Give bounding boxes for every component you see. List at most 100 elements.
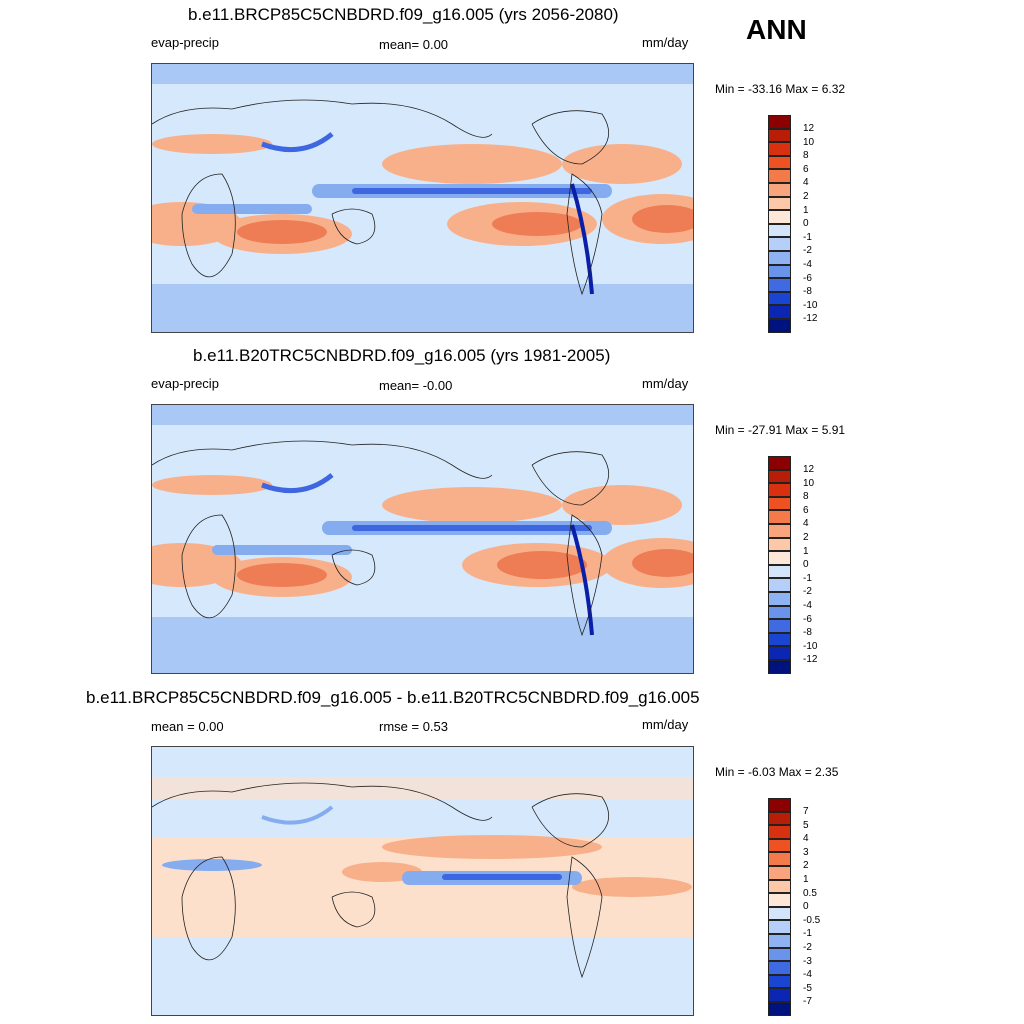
- colorbar-tick-label: -12: [803, 313, 818, 324]
- colorbar-tick-label: -8: [803, 627, 812, 638]
- colorbar-cell: [768, 551, 791, 565]
- colorbar-cell: [768, 291, 791, 306]
- panel-2-variable-label: evap-precip: [151, 376, 219, 391]
- colorbar-cell: [768, 564, 791, 579]
- colorbar-tick-label: 2: [803, 191, 809, 202]
- colorbar-cell: [768, 920, 791, 934]
- colorbar-tick-label: -6: [803, 273, 812, 284]
- colorbar-tick-label: -1: [803, 928, 812, 939]
- panel-3-colorbar: [768, 798, 791, 1016]
- colorbar-cell: [768, 115, 791, 129]
- panel-1-units-label: mm/day: [642, 35, 689, 50]
- colorbar-cell: [768, 879, 791, 894]
- panel-2-mean-label: mean= -0.00: [379, 378, 453, 393]
- colorbar-cell: [768, 893, 791, 907]
- colorbar-tick-label: 8: [803, 150, 809, 161]
- colorbar-cell: [768, 483, 791, 497]
- colorbar-cell: [768, 318, 791, 333]
- colorbar-cell: [768, 169, 791, 183]
- colorbar-tick-label: -4: [803, 600, 812, 611]
- colorbar-cell: [768, 1001, 791, 1016]
- colorbar-tick-label: 12: [803, 464, 815, 475]
- colorbar-cell: [768, 250, 791, 265]
- colorbar-cell: [768, 305, 791, 319]
- colorbar-tick-label: 2: [803, 532, 809, 543]
- colorbar-cell: [768, 496, 791, 511]
- colorbar-tick-label: -6: [803, 614, 812, 625]
- panel-2-map: [151, 404, 694, 674]
- panel-2-map-field: [152, 405, 693, 673]
- colorbar-cell: [768, 264, 791, 279]
- colorbar-cell: [768, 852, 791, 866]
- colorbar-tick-label: 6: [803, 164, 809, 175]
- colorbar-tick-label: 4: [803, 177, 809, 188]
- panel-3-units-label: mm/day: [642, 717, 689, 732]
- colorbar-cell: [768, 811, 791, 826]
- colorbar-cell: [768, 223, 791, 238]
- colorbar-cell: [768, 988, 791, 1002]
- colorbar-cell: [768, 210, 791, 224]
- season-label: ANN: [746, 14, 807, 45]
- colorbar-tick-label: -7: [803, 996, 812, 1007]
- colorbar-cell: [768, 155, 791, 170]
- colorbar-cell: [768, 142, 791, 156]
- colorbar-cell: [768, 456, 791, 470]
- colorbar-tick-label: 10: [803, 478, 815, 489]
- colorbar-cell: [768, 605, 791, 620]
- colorbar-tick-label: -0.5: [803, 915, 821, 926]
- colorbar-cell: [768, 961, 791, 975]
- colorbar-cell: [768, 798, 791, 812]
- colorbar-tick-label: 1: [803, 546, 809, 557]
- colorbar-tick-label: 3: [803, 847, 809, 858]
- colorbar-tick-label: 6: [803, 505, 809, 516]
- colorbar-cell: [768, 128, 791, 143]
- panel-1-title: b.e11.BRCP85C5CNBDRD.f09_g16.005 (yrs 20…: [188, 5, 619, 24]
- colorbar-tick-label: 5: [803, 820, 809, 831]
- panel-1-colorbar: [768, 115, 791, 333]
- colorbar-tick-label: -3: [803, 956, 812, 967]
- colorbar-cell: [768, 537, 791, 552]
- colorbar-cell: [768, 237, 791, 251]
- panel-3-rmse-label: rmse = 0.53: [379, 719, 449, 734]
- colorbar-tick-label: -10: [803, 300, 818, 311]
- colorbar-tick-label: 8: [803, 491, 809, 502]
- colorbar-cell: [768, 578, 791, 592]
- panel-3-minmax: Min = -6.03 Max = 2.35: [715, 765, 839, 779]
- colorbar-tick-label: -4: [803, 969, 812, 980]
- colorbar-tick-label: 7: [803, 806, 809, 817]
- colorbar-cell: [768, 510, 791, 524]
- colorbar-tick-label: -4: [803, 259, 812, 270]
- panel-1-mean-label: mean= 0.00: [379, 37, 449, 52]
- colorbar-tick-label: -1: [803, 232, 812, 243]
- colorbar-cell: [768, 838, 791, 853]
- colorbar-cell: [768, 659, 791, 674]
- colorbar-cell: [768, 619, 791, 633]
- panel-2-title: b.e11.B20TRC5CNBDRD.f09_g16.005 (yrs 198…: [193, 346, 611, 365]
- colorbar-tick-label: 4: [803, 518, 809, 529]
- colorbar-tick-label: 1: [803, 205, 809, 216]
- colorbar-cell: [768, 825, 791, 839]
- panel-2-colorbar: [768, 456, 791, 674]
- colorbar-cell: [768, 182, 791, 197]
- colorbar-tick-label: -2: [803, 586, 812, 597]
- colorbar-tick-label: -8: [803, 286, 812, 297]
- panel-2-units-label: mm/day: [642, 376, 689, 391]
- panel-3-title: b.e11.BRCP85C5CNBDRD.f09_g16.005 - b.e11…: [86, 688, 700, 707]
- colorbar-tick-label: 2: [803, 860, 809, 871]
- colorbar-cell: [768, 933, 791, 948]
- panel-3-map: [151, 746, 694, 1016]
- colorbar-cell: [768, 196, 791, 211]
- panel-1-minmax: Min = -33.16 Max = 6.32: [715, 82, 846, 96]
- colorbar-tick-label: 0: [803, 218, 809, 229]
- panel-1-map: [151, 63, 694, 333]
- colorbar-tick-label: 4: [803, 833, 809, 844]
- colorbar-cell: [768, 974, 791, 989]
- panel-1-map-field: [152, 64, 693, 332]
- colorbar-tick-label: -12: [803, 654, 818, 665]
- colorbar-tick-label: 0.5: [803, 888, 817, 899]
- colorbar-tick-label: -10: [803, 641, 818, 652]
- colorbar-tick-label: 12: [803, 123, 815, 134]
- colorbar-cell: [768, 646, 791, 660]
- colorbar-cell: [768, 632, 791, 647]
- colorbar-tick-label: -2: [803, 942, 812, 953]
